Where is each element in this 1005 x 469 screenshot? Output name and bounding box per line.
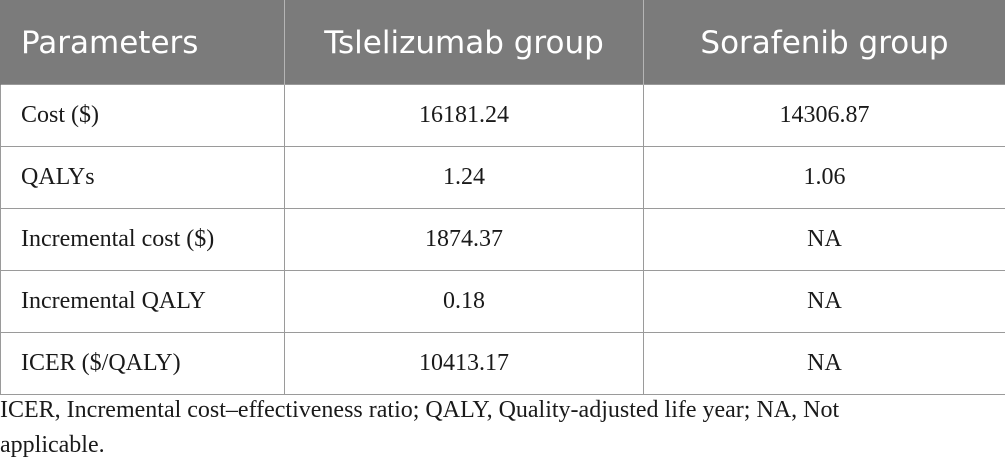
header-tislelizumab-group: Tslelizumab group <box>284 0 644 85</box>
row-label: Incremental QALY <box>0 270 285 333</box>
table-row: QALYs 1.24 1.06 <box>0 146 1005 209</box>
footnote-line-2: applicable. <box>0 432 105 458</box>
cell-value: 10413.17 <box>284 332 644 395</box>
results-table-container: Parameters Tslelizumab group Sorafenib g… <box>0 0 1005 395</box>
cell-value: 1.24 <box>284 146 644 209</box>
table-row: Incremental QALY 0.18 NA <box>0 270 1005 333</box>
cell-value: 14306.87 <box>643 84 1005 147</box>
table-row: Cost ($) 16181.24 14306.87 <box>0 84 1005 147</box>
row-label: Incremental cost ($) <box>0 208 285 271</box>
footnote-line-1: ICER, Incremental cost–effectiveness rat… <box>0 397 840 423</box>
row-label: Cost ($) <box>0 84 285 147</box>
table-row: ICER ($/QALY) 10413.17 NA <box>0 332 1005 395</box>
cell-value: NA <box>643 208 1005 271</box>
table-row: Incremental cost ($) 1874.37 NA <box>0 208 1005 271</box>
results-table: Parameters Tslelizumab group Sorafenib g… <box>0 0 1005 395</box>
cell-value: NA <box>643 332 1005 395</box>
cell-value: 0.18 <box>284 270 644 333</box>
header-parameters: Parameters <box>0 0 285 85</box>
cell-value: NA <box>643 270 1005 333</box>
table-footnote: ICER, Incremental cost–effectiveness rat… <box>0 393 1000 463</box>
row-label: QALYs <box>0 146 285 209</box>
cell-value: 1874.37 <box>284 208 644 271</box>
header-sorafenib-group: Sorafenib group <box>643 0 1005 85</box>
row-label: ICER ($/QALY) <box>0 332 285 395</box>
table-header-row: Parameters Tslelizumab group Sorafenib g… <box>0 0 1005 85</box>
cell-value: 1.06 <box>643 146 1005 209</box>
cell-value: 16181.24 <box>284 84 644 147</box>
